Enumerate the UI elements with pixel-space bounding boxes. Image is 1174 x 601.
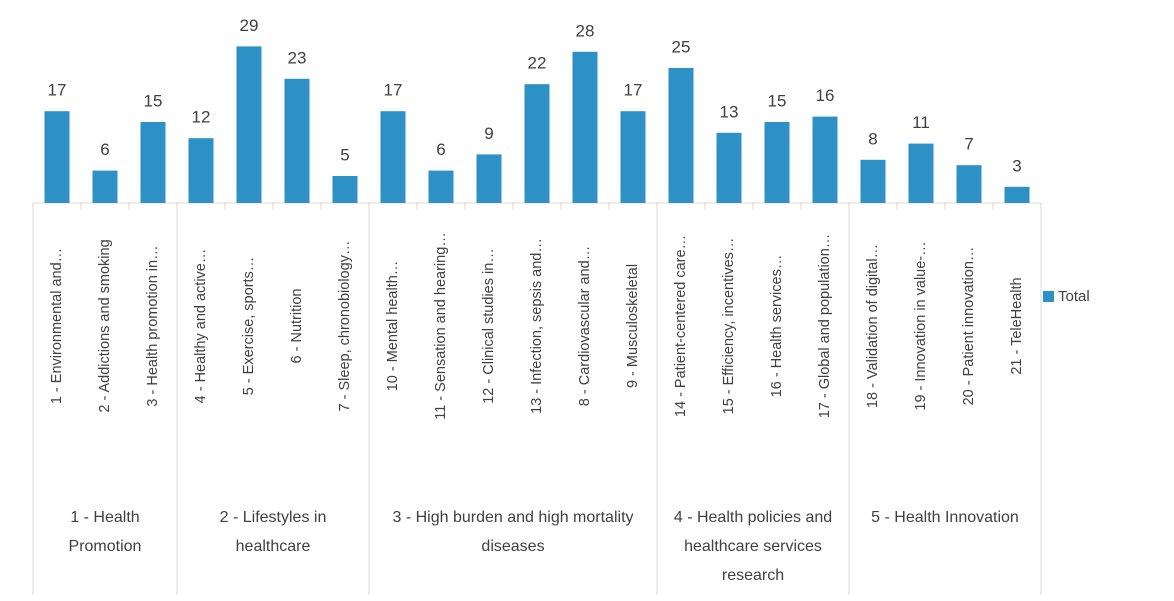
data-label: 28 (576, 21, 595, 40)
data-label: 7 (964, 135, 973, 154)
legend-label: Total (1058, 288, 1090, 305)
data-label: 8 (868, 129, 877, 148)
x-tick-label: 18 - Validation of digital… (865, 244, 881, 408)
data-label: 3 (1012, 156, 1021, 175)
x-tick-label: 16 - Health services… (769, 255, 785, 398)
bar (380, 111, 406, 203)
data-label: 12 (192, 108, 211, 127)
group-label: 2 - Lifestyles in healthcare (219, 509, 327, 555)
data-label: 17 (48, 81, 67, 100)
group-label: 1 - Health Promotion (68, 509, 142, 555)
legend-swatch (1043, 291, 1054, 302)
x-tick-label: 14 - Patient-centered care… (673, 235, 689, 417)
bar (140, 122, 166, 203)
bar (812, 116, 838, 203)
x-tick-label: 11 - Sensation and hearing… (433, 232, 449, 420)
bar (572, 51, 598, 203)
data-label: 13 (720, 102, 739, 121)
bar (236, 46, 262, 204)
data-label: 6 (100, 140, 109, 159)
x-tick-label: 2 - Addictions and smoking (97, 239, 113, 412)
group-label: 4 - Health policies and healthcare servi… (673, 509, 833, 584)
x-tick-label: 20 - Patient innovation… (961, 247, 977, 406)
data-label: 6 (436, 140, 445, 159)
group-label: 5 - Health Innovation (871, 509, 1019, 526)
bar (284, 78, 310, 203)
bar (716, 132, 742, 203)
bar (956, 165, 982, 203)
bar (1004, 186, 1030, 203)
x-tick-label: 9 - Musculoskeletal (625, 264, 641, 388)
data-label: 11 (912, 113, 930, 132)
x-tick-label: 1 - Environmental and… (49, 248, 65, 404)
data-label: 17 (384, 81, 403, 100)
bar (332, 176, 358, 203)
data-label: 22 (528, 54, 547, 73)
data-label: 5 (340, 145, 349, 164)
x-tick-label: 7 - Sleep, chronobiology… (337, 241, 353, 412)
x-tick-label: 17 - Global and population… (817, 234, 833, 419)
bar (524, 84, 550, 203)
bar (44, 111, 70, 203)
x-tick-label: 13 - Infection, sepsis and… (529, 238, 545, 414)
x-tick-label: 21 - TeleHealth (1009, 277, 1025, 374)
bar (428, 170, 454, 203)
x-tick-label: 10 - Mental health… (385, 261, 401, 392)
bar (476, 154, 502, 203)
data-label: 25 (672, 37, 691, 56)
data-label: 16 (816, 86, 835, 105)
data-label: 9 (484, 124, 493, 143)
data-label: 17 (624, 81, 643, 100)
data-label: 15 (768, 91, 787, 110)
bar (908, 143, 934, 203)
bar (860, 159, 886, 203)
x-tick-label: 19 - Innovation in value-… (913, 241, 929, 410)
data-label: 29 (240, 16, 259, 35)
x-tick-label: 15 - Efficiency, incentives… (721, 238, 737, 415)
x-tick-label: 5 - Exercise, sports… (241, 257, 257, 396)
x-tick-label: 3 - Health promotion in… (145, 245, 161, 406)
bar (620, 111, 646, 203)
x-tick-label: 6 - Nutrition (289, 289, 305, 364)
bar (188, 138, 214, 203)
x-tick-label: 12 - Clinical studies in… (481, 248, 497, 404)
x-tick-label: 8 - Cardiovascular and… (577, 246, 593, 406)
x-tick-label: 4 - Healthy and active… (193, 249, 209, 404)
bar (764, 122, 790, 203)
group-label: 3 - High burden and high mortality disea… (392, 509, 634, 555)
data-label: 23 (288, 48, 307, 67)
bar (92, 170, 118, 203)
data-label: 15 (144, 91, 163, 110)
bar (668, 68, 694, 203)
